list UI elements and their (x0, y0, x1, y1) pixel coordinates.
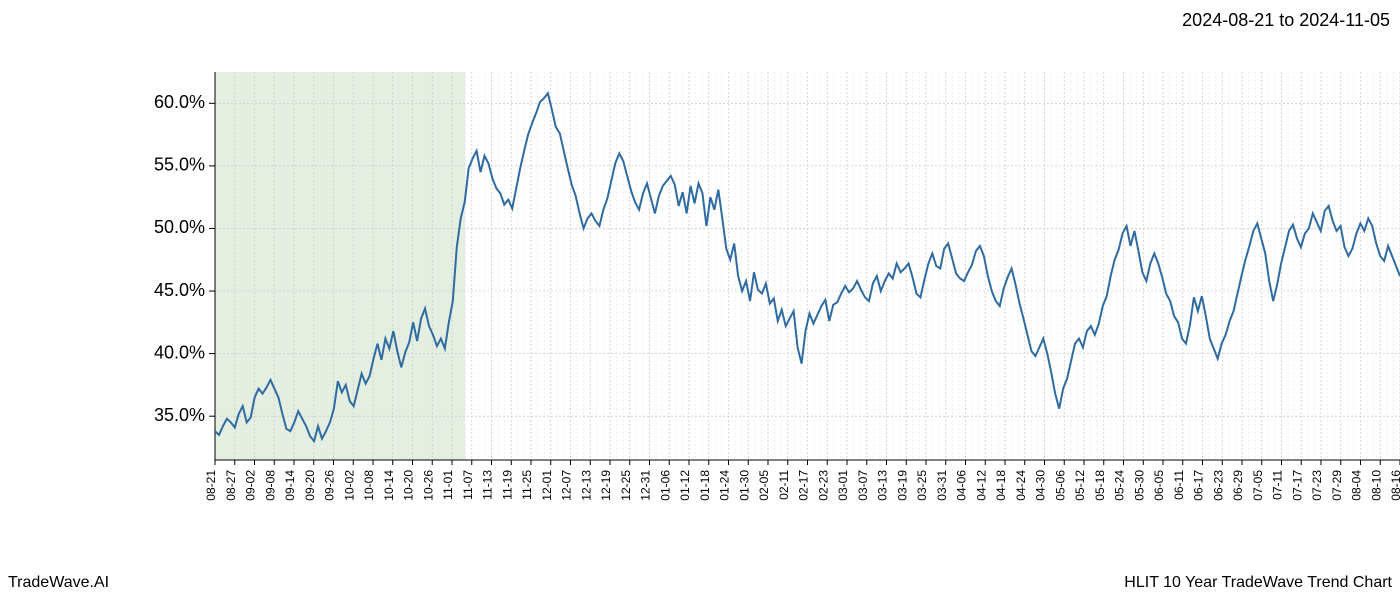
x-tick-label: 08-21 (204, 470, 218, 501)
x-tick-label: 11-01 (441, 470, 455, 500)
x-tick-label: 01-06 (658, 470, 672, 501)
x-tick-label: 02-11 (777, 470, 791, 500)
y-tick-label: 60.0% (154, 92, 205, 112)
x-tick-label: 11-19 (500, 470, 514, 500)
x-tick-label: 08-04 (1350, 470, 1364, 501)
trend-chart: 35.0% 40.0% 45.0% 50.0% 55.0% 60.0% 08-21 08-27… (0, 0, 1400, 600)
x-tick-label: 12-07 (560, 470, 574, 501)
x-tick-label: 05-06 (1053, 470, 1067, 501)
x-tick-label: 07-11 (1271, 470, 1285, 500)
x-tick-label: 10-26 (421, 470, 435, 501)
x-tick-label: 05-12 (1073, 470, 1087, 501)
x-tick-label: 11-07 (461, 470, 475, 500)
x-tick-label: 12-25 (619, 470, 633, 501)
x-tick-label: 08-16 (1389, 470, 1400, 501)
x-tick-label: 03-31 (935, 470, 949, 501)
x-tick-label: 12-19 (599, 470, 613, 501)
x-tick-label: 01-18 (698, 470, 712, 501)
x-tick-label: 08-27 (224, 470, 238, 501)
footer-brand: TradeWave.AI (8, 574, 109, 592)
y-tick-label: 35.0% (154, 405, 205, 425)
x-tick-label: 09-02 (244, 470, 258, 501)
x-tick-label: 09-26 (323, 470, 337, 501)
y-tick-label: 50.0% (154, 217, 205, 237)
x-tick-label: 04-24 (1014, 470, 1028, 501)
x-tick-label: 12-01 (540, 470, 554, 501)
x-tick-label: 10-08 (362, 470, 376, 501)
y-tick-label: 40.0% (154, 342, 205, 362)
x-tick-label: 07-23 (1310, 470, 1324, 501)
x-tick-label: 07-29 (1330, 470, 1344, 501)
x-tick-label: 10-20 (402, 470, 416, 501)
x-tick-label: 06-29 (1231, 470, 1245, 501)
x-tick-label: 03-25 (915, 470, 929, 501)
x-tick-label: 07-17 (1290, 470, 1304, 501)
x-tick-label: 07-05 (1251, 470, 1265, 501)
x-tick-label: 10-02 (342, 470, 356, 501)
x-tick-label: 02-05 (757, 470, 771, 501)
x-tick-label: 04-12 (974, 470, 988, 501)
x-tick-label: 05-30 (1132, 470, 1146, 501)
x-tick-label: 03-07 (856, 470, 870, 501)
x-tick-label: 12-31 (639, 470, 653, 501)
x-tick-label: 03-01 (836, 470, 850, 501)
x-tick-label: 09-08 (263, 470, 277, 501)
x-tick-label: 02-23 (816, 470, 830, 501)
x-tick-label: 03-19 (895, 470, 909, 501)
x-tick-label: 02-17 (797, 470, 811, 501)
x-tick-label: 03-13 (876, 470, 890, 501)
x-tick-label: 06-23 (1211, 470, 1225, 501)
x-tick-label: 05-24 (1113, 470, 1127, 501)
x-tick-label: 06-11 (1172, 470, 1186, 500)
x-tick-label: 12-13 (579, 470, 593, 501)
x-tick-label: 04-06 (955, 470, 969, 501)
x-tick-label: 05-18 (1093, 470, 1107, 501)
y-tick-label: 45.0% (154, 280, 205, 300)
x-tick-label: 09-20 (303, 470, 317, 501)
x-tick-label: 01-24 (718, 470, 732, 501)
x-tick-label: 06-05 (1152, 470, 1166, 501)
x-tick-label: 10-14 (382, 470, 396, 501)
x-tick-label: 09-14 (283, 470, 297, 501)
x-tick-label: 11-13 (481, 470, 495, 500)
footer-title: HLIT 10 Year TradeWave Trend Chart (1124, 574, 1392, 592)
x-tick-label: 11-25 (520, 470, 534, 500)
x-tick-label: 06-17 (1192, 470, 1206, 501)
x-tick-label: 01-30 (737, 470, 751, 501)
x-tick-label: 01-12 (678, 470, 692, 501)
x-tick-label: 04-18 (994, 470, 1008, 501)
x-tick-label: 04-30 (1034, 470, 1048, 501)
y-tick-label: 55.0% (154, 155, 205, 175)
x-tick-label: 08-10 (1369, 470, 1383, 501)
